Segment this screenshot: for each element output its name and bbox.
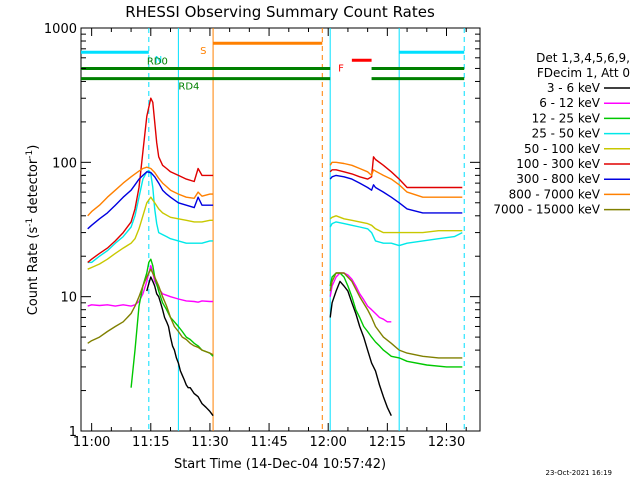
x-tick-label-11-00: 11:00 [73,435,110,450]
plot-frame [80,27,481,432]
series-line-6-12-kev [87,265,392,323]
series-line-50-100-kev [87,196,463,270]
series-lines [87,97,463,417]
y-axis-label-part2: detector [26,158,41,218]
flag-n-label: N [155,55,162,66]
y-tick-label-1: 1 [69,425,77,440]
footer-timestamp: 23-Oct-2021 16:19 [546,469,612,477]
flag-rd4-label: RD4 [178,82,199,93]
flag-rd0-label: RD0 [147,56,168,67]
flag-f-label: F [338,63,344,74]
series-line-100-300-kev [87,97,463,263]
x-tick-label-11-15: 11:15 [132,435,169,450]
x-tick-label-11-30: 11:30 [191,435,228,450]
legend: Det 1,3,4,5,6,9, FDecim 1, Att 0 3 - 6 k… [493,51,630,217]
legend-label-100-300-kev: 100 - 300 keV [516,157,600,171]
chart-title: RHESSI Observing Summary Count Rates [125,3,435,21]
x-tick-label-12-15: 12:15 [369,435,406,450]
legend-title-1: Det 1,3,4,5,6,9, [536,51,630,65]
y-axis-label-part3: ) [26,145,41,150]
y-axis-label: Count Rate (s-1 detector-1) [25,145,41,316]
series-line-7000-15000-kev [87,268,463,359]
y-axis-label-part1: Count Rate (s [26,227,41,316]
series-line-300-800-kev [87,171,463,230]
y-axis-label-sup1: -1 [25,218,35,227]
legend-label-12-25-kev: 12 - 25 keV [532,111,601,125]
legend-label-25-50-kev: 25 - 50 keV [532,127,601,141]
x-axis-label: Start Time (14-Dec-04 10:57:42) [174,457,386,472]
flag-s-label: S [200,46,206,57]
legend-label-300-800-kev: 300 - 800 keV [516,172,600,186]
legend-label-50-100-kev: 50 - 100 keV [524,142,601,156]
x-tick-label-12-00: 12:00 [309,435,346,450]
y-tick-label-100: 100 [52,156,77,171]
series-line-3-6-kev [146,276,392,417]
y-axis-label-sup2: -1 [25,150,35,159]
series-line-25-50-kev [87,169,463,264]
legend-title-2: FDecim 1, Att 0 [537,66,630,80]
legend-label-6-12-kev: 6 - 12 keV [539,96,601,110]
x-tick-label-12-30: 12:30 [428,435,465,450]
legend-label-800-7000-kev: 800 - 7000 keV [509,187,601,201]
legend-label-7000-15000-kev: 7000 - 15000 keV [493,203,600,217]
legend-label-3-6-kev: 3 - 6 keV [547,81,601,95]
series-line-800-7000-kev [87,161,463,217]
y-tick-label-1000: 1000 [44,22,77,37]
y-tick-label-10: 10 [60,291,77,306]
x-tick-label-11-45: 11:45 [250,435,287,450]
axes: 11:00 11:15 11:30 11:45 12:00 12:15 12:30 1 10 10… [44,22,480,450]
